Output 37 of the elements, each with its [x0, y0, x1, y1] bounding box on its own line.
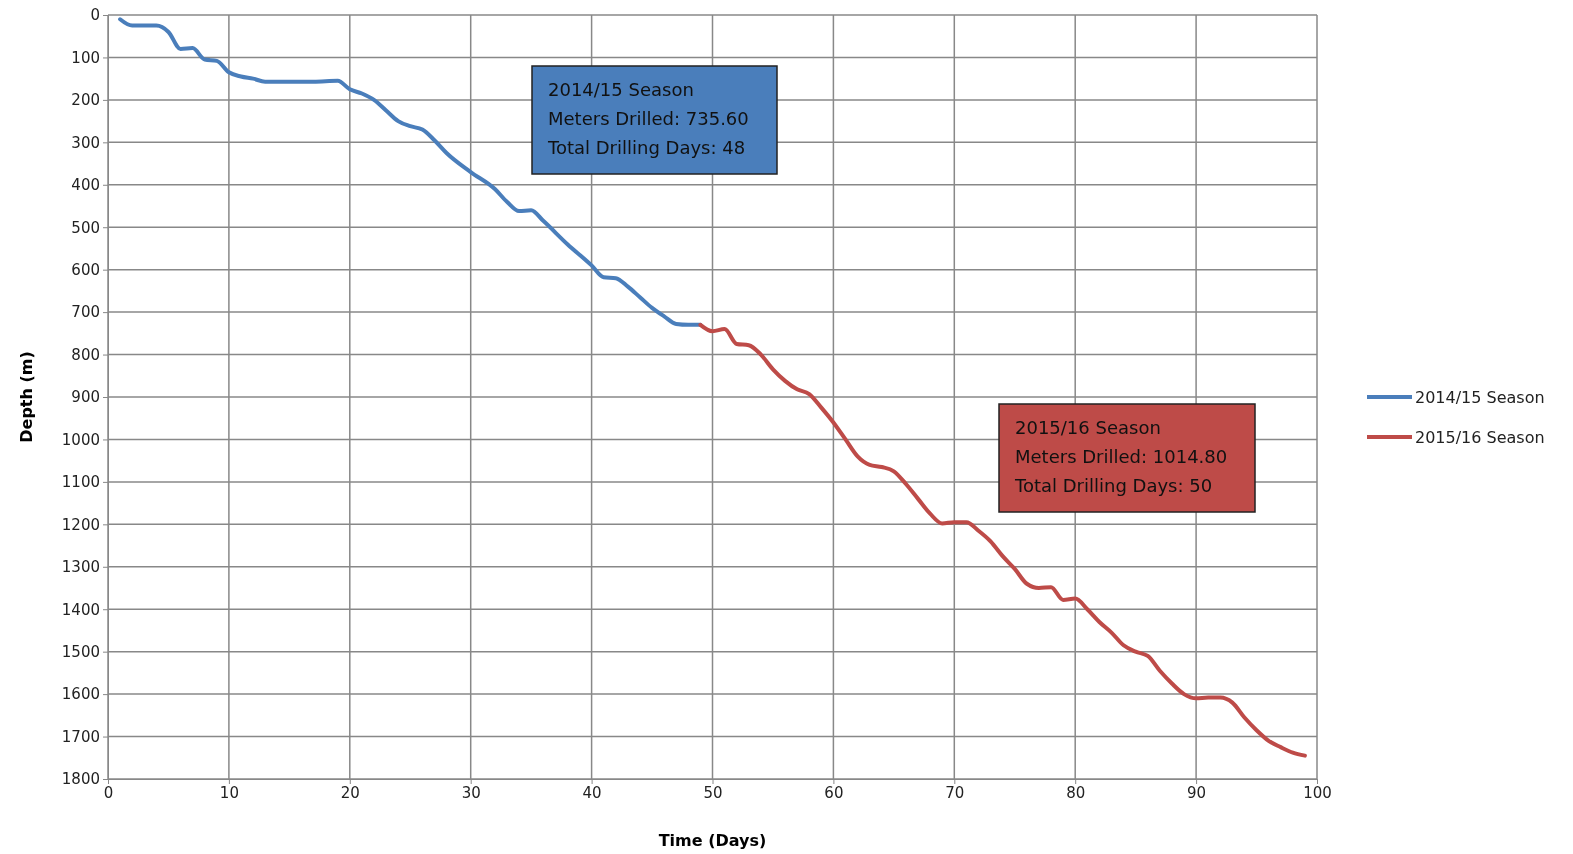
y-tick-label: 1300 — [61, 558, 100, 577]
y-tick-label: 1000 — [61, 430, 100, 449]
y-tick-label: 0 — [90, 6, 100, 25]
y-tick-label: 300 — [71, 133, 100, 152]
y-tick-label: 500 — [71, 218, 100, 237]
x-tick-label: 20 — [340, 783, 360, 802]
y-tick-label: 200 — [71, 91, 100, 110]
x-tick-label: 70 — [945, 783, 965, 802]
legend-label: 2015/16 Season — [1415, 428, 1545, 447]
x-tick-label: 80 — [1066, 783, 1086, 802]
y-tick-label: 1700 — [61, 727, 100, 746]
annotation: 2015/16 Season Meters Drilled: 1014.80 Total Drilling Days: 50 — [1014, 417, 1228, 496]
x-tick-label: 0 — [103, 783, 114, 802]
x-tick-label: 90 — [1187, 783, 1207, 802]
line-series — [698, 322, 1307, 758]
x-tick-label: 100 — [1303, 783, 1332, 802]
y-tick-label: 100 — [71, 48, 100, 67]
y-tick-label: 900 — [71, 388, 100, 407]
x-tick-label: 50 — [703, 783, 723, 802]
y-tick-label: 800 — [71, 345, 100, 364]
y-tick-label: 1200 — [61, 515, 100, 534]
legend-label: 2014/15 Season — [1415, 388, 1545, 407]
y-tick-label: 1400 — [61, 600, 100, 619]
x-tick-label: 30 — [461, 783, 481, 802]
y-tick-label: 1800 — [61, 770, 100, 789]
y-tick-label: 1500 — [61, 642, 100, 661]
y-tick-label: 1600 — [61, 685, 100, 704]
x-tick-label: 60 — [824, 783, 844, 802]
y-tick-label: 600 — [71, 260, 100, 279]
x-tick-label: 40 — [582, 783, 602, 802]
y-axis-title: Depth (m) — [17, 351, 36, 443]
x-tick-label: 10 — [219, 783, 239, 802]
y-tick-label: 700 — [71, 303, 100, 322]
y-tick-label: 1100 — [61, 473, 100, 492]
annotation: 2014/15 Season Meters Drilled: 735.60 Total Drilling Days: 48 — [547, 79, 749, 158]
x-axis-title: Time (Days) — [658, 831, 767, 850]
y-tick-label: 400 — [71, 176, 100, 195]
